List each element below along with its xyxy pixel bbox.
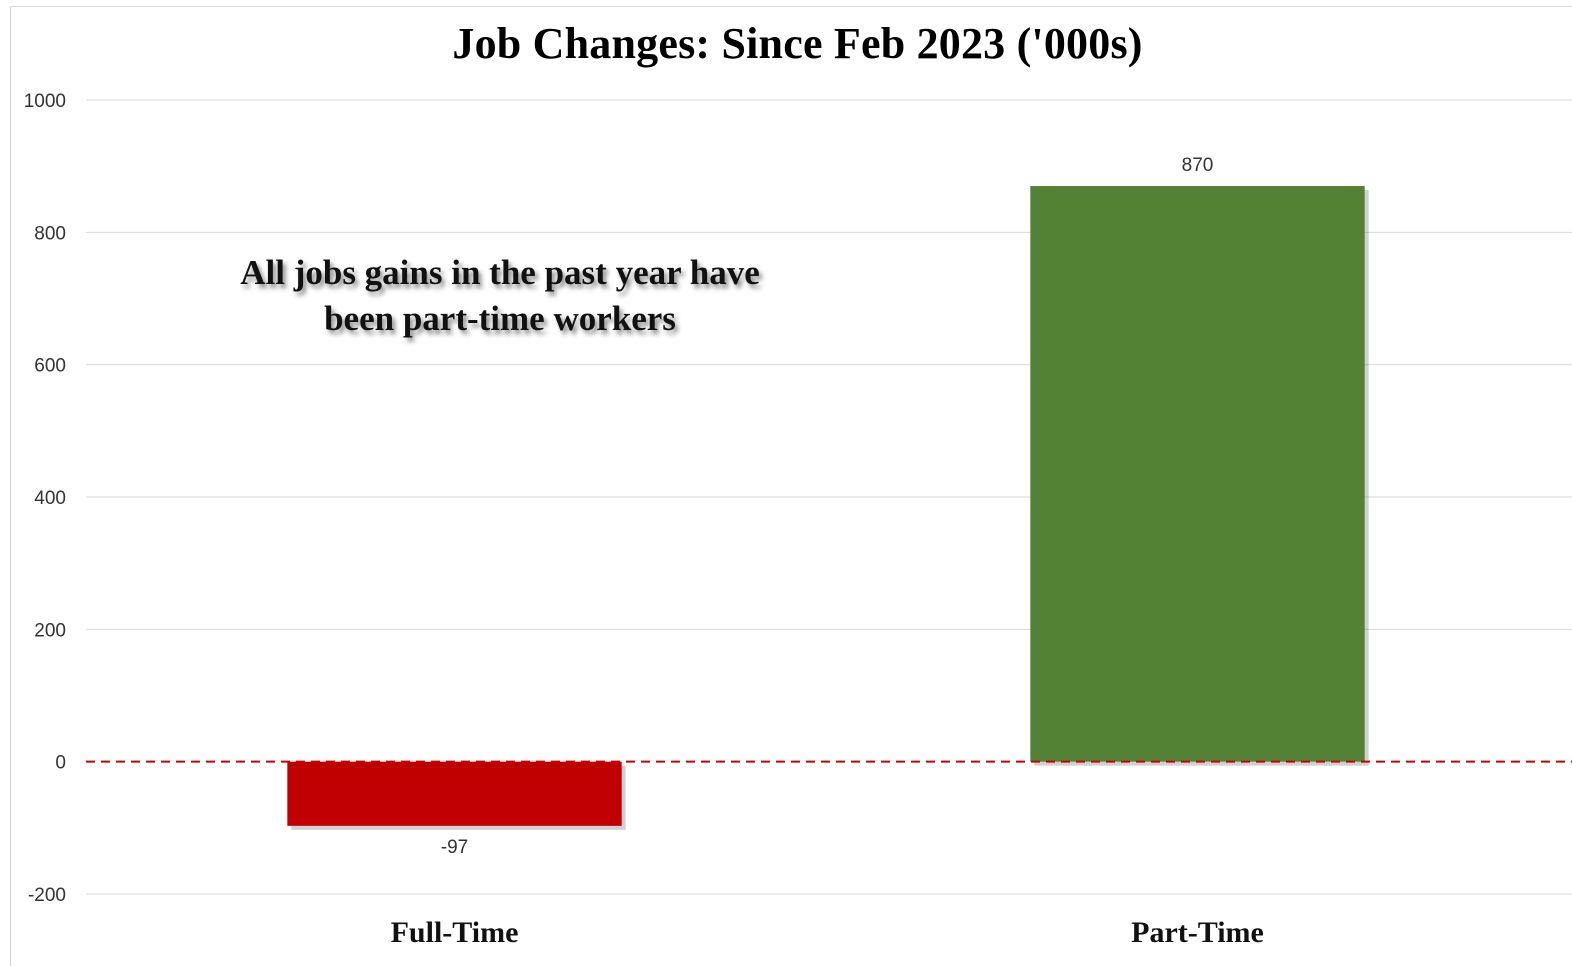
chart-annotation: All jobs gains in the past year have bee…	[150, 250, 850, 342]
y-tick-label: 800	[34, 223, 66, 244]
category-labels: Full-Time Part-Time	[391, 916, 1264, 949]
y-tick-label: -200	[28, 885, 66, 906]
category-label: Full-Time	[391, 916, 519, 949]
annotation-line-1: All jobs gains in the past year have	[240, 253, 760, 292]
data-label: 870	[1182, 155, 1214, 176]
y-tick-label: 0	[55, 753, 66, 774]
bar-full-time	[287, 761, 622, 826]
y-tick-label: 400	[34, 488, 66, 509]
data-labels: -97 870	[441, 155, 1214, 858]
y-tick-label: 600	[34, 356, 66, 377]
chart-frame	[10, 6, 1572, 966]
annotation-line-2: been part-time workers	[324, 299, 676, 338]
y-tick-label: 200	[34, 620, 66, 641]
bars	[287, 186, 1369, 830]
bar-part-time	[1030, 186, 1365, 762]
chart-title: Job Changes: Since Feb 2023 ('000s)	[452, 19, 1143, 68]
data-label: -97	[441, 837, 468, 858]
y-tick-label: 1000	[24, 91, 66, 112]
y-axis-tick-labels: -200 0 200 400 600 800 1000	[24, 91, 66, 906]
category-label: Part-Time	[1131, 916, 1264, 949]
